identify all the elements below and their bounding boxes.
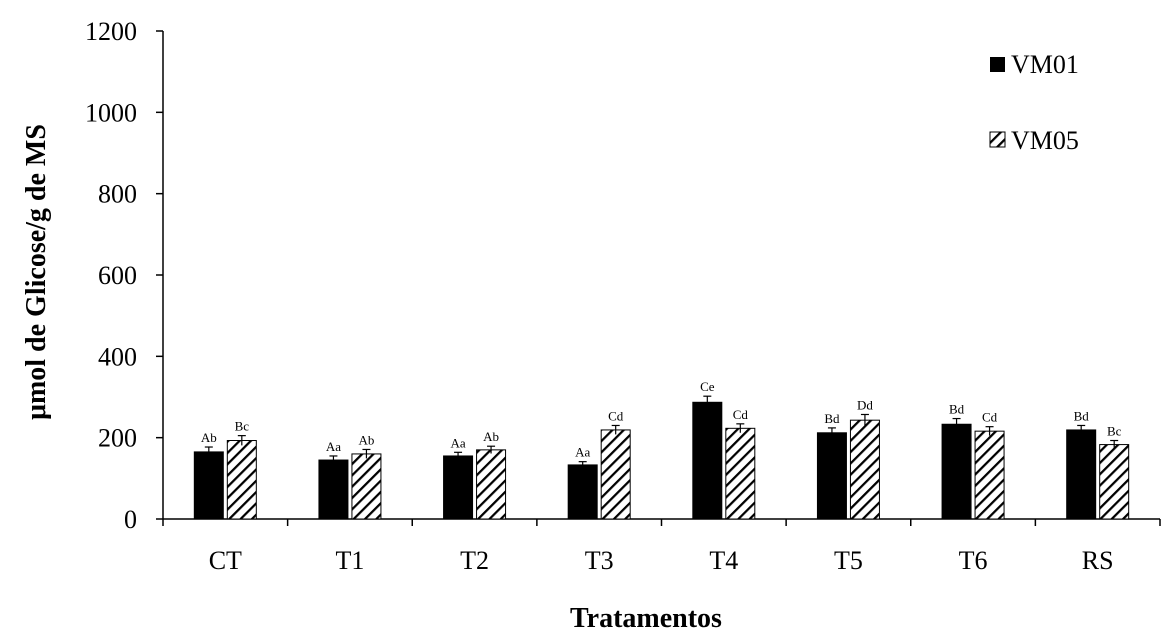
bar-vm05	[1099, 444, 1130, 520]
bar-vm01	[318, 459, 349, 520]
data-label-vm01: Aa	[450, 435, 465, 450]
y-axis-title: μmol de Glicose/g de MS	[21, 124, 52, 420]
bar-vm05	[351, 453, 382, 520]
legend-swatch-vm01	[990, 57, 1005, 72]
bar-vm01	[692, 401, 723, 520]
bar-vm05	[476, 449, 507, 520]
bar-vm01	[567, 464, 598, 520]
bar-vm01	[443, 455, 474, 520]
bar-vm05	[725, 427, 756, 520]
y-tick-label: 1200	[85, 17, 137, 46]
y-tick-label: 600	[98, 261, 137, 290]
x-tick-label: T1	[335, 546, 364, 575]
x-tick-label: T5	[834, 546, 863, 575]
data-label-vm05: Ab	[483, 429, 499, 444]
data-label-vm01: Bd	[824, 411, 840, 426]
x-tick-label: T4	[709, 546, 738, 575]
axes	[162, 31, 1160, 520]
legend-label-vm05: VM05	[1011, 126, 1079, 155]
y-tick-label: 800	[98, 180, 137, 209]
data-label-vm05: Dd	[857, 397, 873, 412]
y-tick-label: 400	[98, 342, 137, 371]
y-tick-label: 0	[124, 505, 137, 534]
x-tick-label: T2	[460, 546, 489, 575]
x-tick-label: CT	[209, 546, 242, 575]
legend-label-vm01: VM01	[1011, 50, 1079, 79]
data-label-vm01: Bd	[949, 402, 965, 417]
bar-vm05	[849, 419, 880, 520]
bar-vm05	[600, 429, 631, 520]
data-label-vm05: Cd	[982, 410, 998, 425]
data-label-vm05: Bc	[1107, 424, 1122, 439]
y-tick-label: 1000	[85, 98, 137, 127]
bar-vm05	[974, 430, 1005, 520]
y-ticks: 0 200 400 600 800 1000 1200	[85, 17, 163, 534]
x-ticks: CT T1 T2 T3 T4 T5 T6 RS	[162, 519, 1161, 575]
data-label-vm05: Cd	[608, 408, 624, 423]
x-tick-label: RS	[1082, 546, 1114, 575]
data-label-vm01: Aa	[575, 445, 590, 460]
data-label-vm01: Bd	[1074, 408, 1090, 423]
bar-vm01	[941, 423, 972, 520]
x-tick-label: T3	[585, 546, 614, 575]
bar-vm05	[226, 440, 257, 520]
data-label-vm05: Cd	[733, 407, 749, 422]
x-axis-title: Tratamentos	[570, 603, 722, 634]
bar-vm01	[1066, 429, 1097, 520]
bars: Ab Bc Aa Ab Aa Ab Aa Cd Ce Cd Bd Dd Bd Cd Bd Bc	[193, 379, 1130, 520]
data-label-vm01: Aa	[326, 439, 341, 454]
data-label-vm05: Ab	[358, 432, 374, 447]
x-tick-label: T6	[959, 546, 988, 575]
data-label-vm01: Ab	[201, 430, 217, 445]
legend: VM01 VM05	[989, 50, 1079, 155]
data-label-vm05: Bc	[235, 419, 250, 434]
y-tick-label: 200	[98, 424, 137, 453]
legend-swatch-vm05	[989, 131, 1006, 148]
bar-vm01	[193, 451, 224, 520]
data-label-vm01: Ce	[700, 379, 715, 394]
bar-vm01	[816, 432, 847, 520]
